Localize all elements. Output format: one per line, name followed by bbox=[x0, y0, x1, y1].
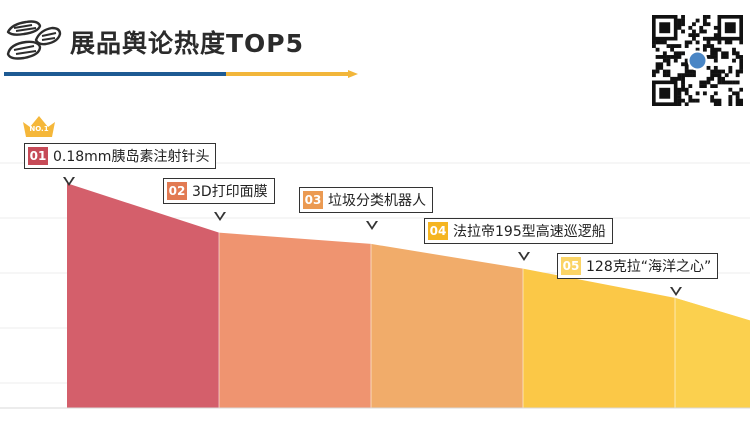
area-segment-4 bbox=[523, 268, 675, 408]
category-label: 法拉帝195型高速巡逻船 bbox=[453, 224, 606, 240]
page-title: 展品舆论热度TOP5 bbox=[70, 29, 305, 58]
rank-badge: 05 bbox=[561, 257, 581, 275]
callout-4: 04 法拉帝195型高速巡逻船 bbox=[424, 218, 613, 261]
category-label: 垃圾分类机器人 bbox=[328, 193, 426, 209]
crown-label: NO.1 bbox=[29, 125, 49, 133]
qr-code-icon bbox=[652, 15, 743, 106]
header: 展品舆论热度TOP5 bbox=[0, 0, 750, 110]
category-label: 3D打印面膜 bbox=[192, 184, 268, 200]
category-label: 0.18mm胰岛素注射针头 bbox=[53, 149, 210, 165]
area-tail bbox=[675, 297, 750, 408]
rank-badge: 03 bbox=[303, 191, 323, 209]
area-segment-1 bbox=[67, 183, 219, 408]
area-segment-2 bbox=[219, 232, 371, 408]
callout-2: 02 3D打印面膜 bbox=[163, 178, 275, 221]
chart-areas bbox=[67, 183, 750, 408]
callout-3: 03 垃圾分类机器人 bbox=[299, 187, 433, 230]
title-underline bbox=[4, 70, 358, 78]
chart bbox=[0, 162, 750, 409]
rank-badge: 01 bbox=[28, 147, 48, 165]
callout-5: 05 128克拉“海洋之心” bbox=[557, 253, 719, 296]
category-label: 128克拉“海洋之心” bbox=[586, 259, 712, 275]
rank-badge: 04 bbox=[428, 222, 448, 240]
logo-icon bbox=[6, 20, 62, 60]
crown-icon bbox=[23, 116, 55, 137]
area-segment-3 bbox=[371, 243, 523, 408]
rank-badge: 02 bbox=[167, 182, 187, 200]
callout-1: 01 0.18mm胰岛素注射针头 bbox=[24, 143, 217, 186]
